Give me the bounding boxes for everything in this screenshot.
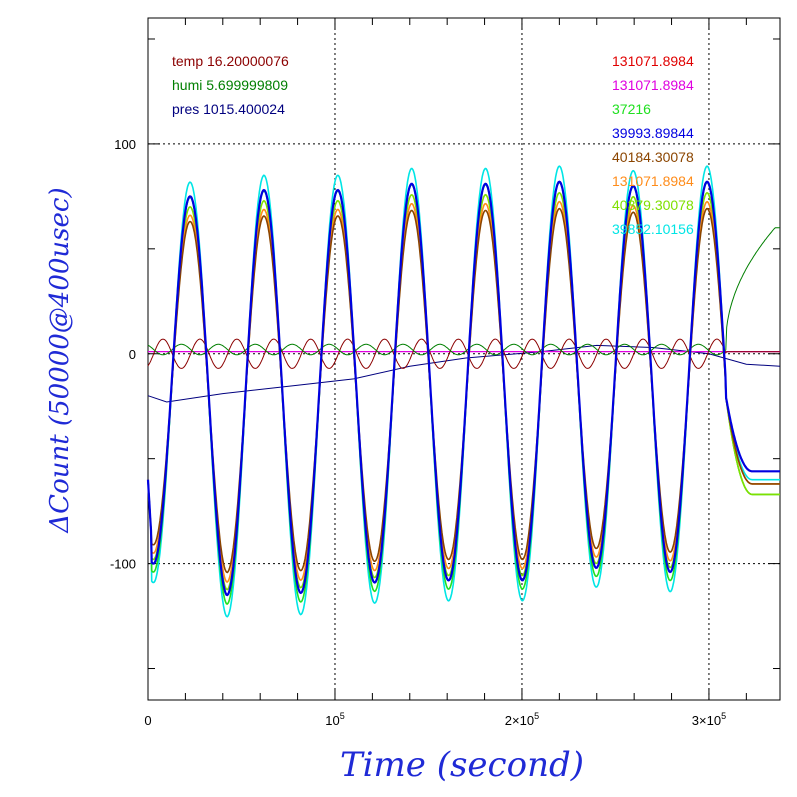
series-pres-line [147, 344, 781, 403]
x-tick-label: 0 [144, 713, 151, 728]
legend-left-entry: temp 16.20000076 [172, 53, 289, 69]
legend-right-entry: 131071.8984 [612, 77, 694, 93]
legend-right-entry: 131071.8984 [612, 173, 694, 189]
x-tick-label: 105 [325, 711, 344, 728]
plot-area [147, 17, 781, 701]
legend-right-entry: 40184.30078 [612, 149, 694, 165]
y-axis-title: ΔCount (50000@400usec) [45, 187, 75, 533]
legend-right-entry: 39852.10156 [612, 221, 694, 237]
legend-right-entry: 40379.30078 [612, 197, 694, 213]
x-tick-label: 3×105 [692, 711, 726, 728]
x-tick-labels: 0 105 2×105 3×105 [144, 711, 726, 728]
x-tick-label: 2×105 [505, 711, 539, 728]
series-lines [146, 165, 781, 618]
legend-right-entry: 131071.8984 [612, 53, 694, 69]
y-tick-label: 0 [129, 347, 136, 362]
legend-right-entry: 37216 [612, 101, 651, 117]
legend-left: temp 16.20000076 humi 5.699999809 pres 101… [172, 53, 289, 117]
y-tick-label: -100 [110, 557, 136, 572]
series-line [146, 180, 780, 597]
plot-frame [147, 17, 781, 701]
legend-left-entry: humi 5.699999809 [172, 77, 288, 93]
tick-marks [147, 18, 780, 700]
legend-left-entry: pres 1015.400024 [172, 101, 285, 117]
series-temp-line [147, 338, 780, 369]
y-tick-label: 100 [114, 137, 136, 152]
legend-right-entry: 39993.89844 [612, 125, 694, 141]
x-axis-title: Time (second) [340, 745, 584, 785]
legend-right: 131071.8984 131071.8984 37216 39993.89844 40… [612, 53, 694, 237]
y-tick-labels: 100 0 -100 [110, 137, 136, 572]
series-humi-line [147, 227, 780, 356]
